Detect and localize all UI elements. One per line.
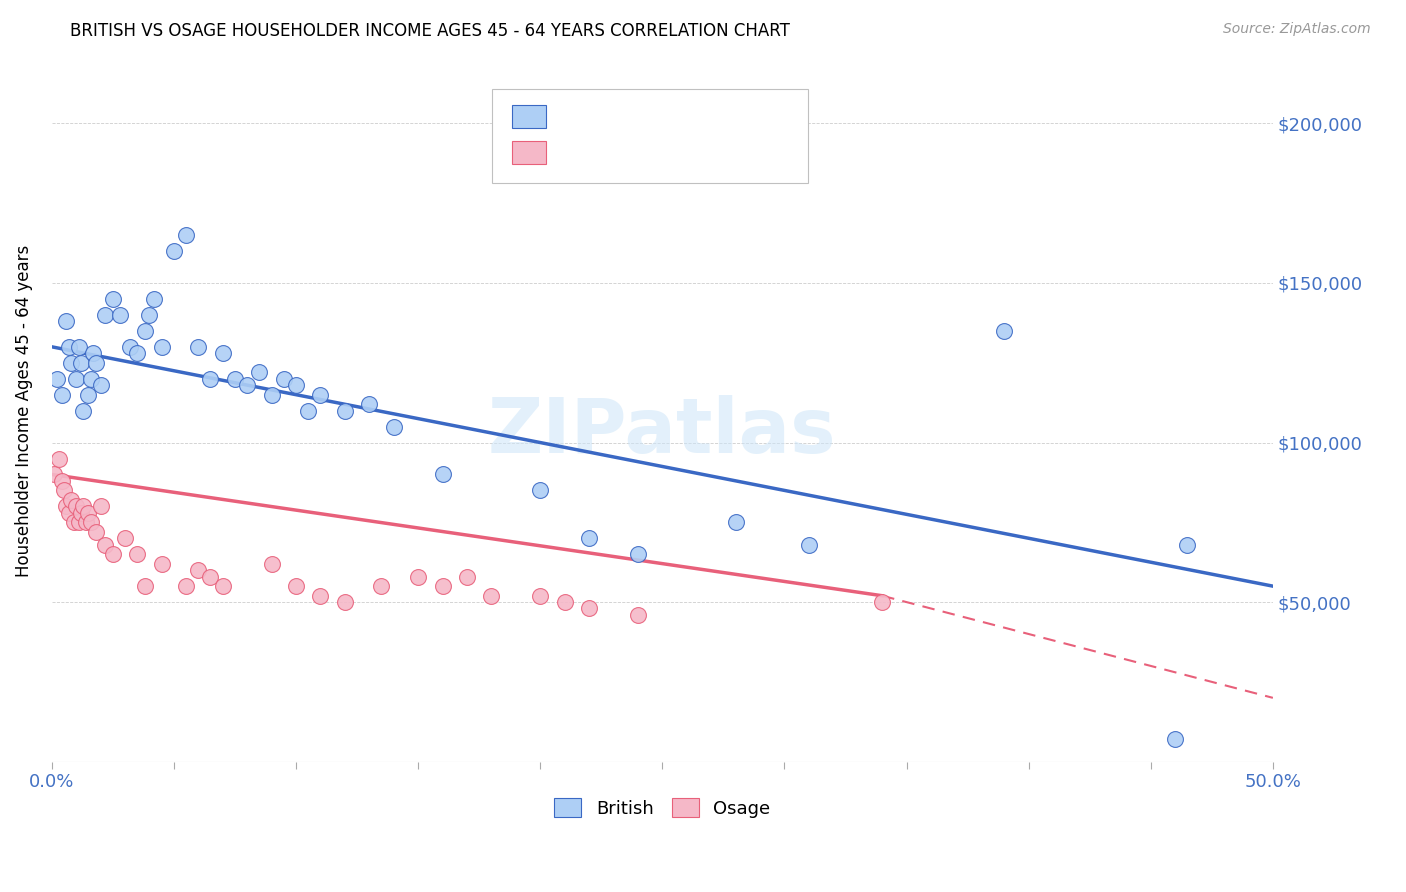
Point (51, 474, 73, 488)
Point (211, 579, 233, 593)
Point (114, 531, 136, 545)
Text: ZIPatlas: ZIPatlas (488, 394, 837, 468)
Point (90, 378, 112, 392)
Point (993, 324, 1015, 338)
Point (187, 563, 209, 577)
Point (200, 372, 222, 386)
Point (529, 483, 551, 498)
Point (200, 569, 222, 583)
Text: BRITISH VS OSAGE HOUSEHOLDER INCOME AGES 45 - 64 YEARS CORRELATION CHART: BRITISH VS OSAGE HOUSEHOLDER INCOME AGES… (70, 22, 790, 40)
Point (65, 372, 87, 386)
Point (174, 579, 197, 593)
Point (70, 506, 93, 520)
Point (578, 601, 600, 615)
Point (163, 244, 186, 258)
Point (297, 403, 319, 417)
Point (127, 346, 149, 360)
Point (260, 387, 283, 401)
Point (359, 397, 381, 411)
Point (118, 340, 141, 354)
Point (101, 292, 124, 306)
Point (797, 538, 820, 552)
Point (406, 569, 429, 583)
Point (84, 524, 107, 539)
Point (70, 356, 93, 370)
Point (432, 579, 454, 593)
Point (82, 346, 104, 360)
Point (67, 340, 90, 354)
Point (174, 228, 197, 243)
Point (134, 579, 156, 593)
Point (1164, 732, 1187, 747)
Point (72, 500, 94, 514)
Point (285, 378, 308, 392)
Point (150, 340, 173, 354)
Point (382, 419, 405, 434)
Point (60, 493, 83, 508)
Point (45, 372, 67, 386)
Point (260, 557, 283, 571)
Point (870, 595, 893, 609)
Point (80, 372, 103, 386)
Point (211, 346, 233, 360)
Point (724, 516, 747, 530)
Point (62, 516, 84, 530)
Point (143, 292, 166, 306)
Point (58, 340, 80, 354)
Point (285, 579, 308, 593)
Point (67, 516, 90, 530)
Point (138, 308, 160, 322)
Point (479, 589, 502, 603)
Point (94, 538, 117, 552)
Legend: British, Osage: British, Osage (547, 791, 778, 825)
Point (44, 467, 66, 482)
Point (94, 308, 117, 322)
Point (529, 589, 551, 603)
Point (333, 403, 356, 417)
Point (333, 595, 356, 609)
Point (75, 516, 97, 530)
Text: Source: ZipAtlas.com: Source: ZipAtlas.com (1223, 22, 1371, 37)
Point (627, 547, 650, 561)
Point (77, 506, 100, 520)
Point (80, 516, 103, 530)
Text: R = -0.435: R = -0.435 (553, 108, 658, 126)
Point (52, 483, 75, 498)
Point (456, 569, 478, 583)
Point (224, 372, 246, 386)
Y-axis label: Householder Income Ages 45 - 64 years: Householder Income Ages 45 - 64 years (15, 244, 32, 577)
Point (77, 387, 100, 401)
Point (1177, 538, 1199, 552)
Point (127, 547, 149, 561)
Point (48, 451, 70, 466)
Text: N = 48: N = 48 (696, 108, 763, 126)
Point (150, 557, 173, 571)
Point (309, 387, 332, 401)
Point (84, 356, 107, 370)
Point (65, 500, 87, 514)
Point (55, 500, 77, 514)
Point (370, 579, 392, 593)
Point (58, 506, 80, 520)
Point (247, 365, 270, 379)
Point (578, 531, 600, 545)
Point (108, 308, 131, 322)
Point (187, 340, 209, 354)
Point (72, 403, 94, 417)
Point (273, 372, 295, 386)
Point (55, 314, 77, 328)
Point (134, 324, 156, 338)
Point (90, 500, 112, 514)
Point (554, 595, 576, 609)
Point (236, 378, 259, 392)
Point (101, 547, 124, 561)
Text: R = -0.37: R = -0.37 (553, 144, 645, 161)
Point (432, 467, 454, 482)
Point (60, 356, 83, 370)
Point (627, 607, 650, 622)
Point (309, 589, 332, 603)
Point (51, 387, 73, 401)
Text: N = 41: N = 41 (696, 144, 763, 161)
